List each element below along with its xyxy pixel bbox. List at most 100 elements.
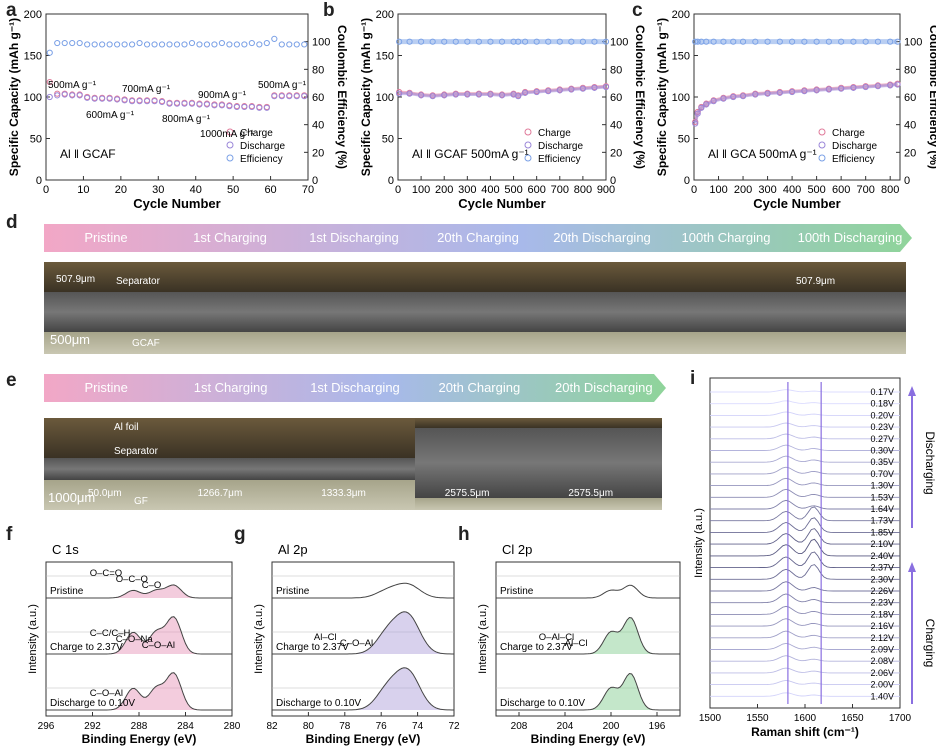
spectrum-line [46, 672, 232, 711]
x-tick-label: 600 [527, 184, 545, 196]
data-point-efficiency [226, 41, 233, 48]
panel-letter-i: i [690, 368, 696, 389]
x-axis-label: Binding Energy (eV) [306, 732, 421, 746]
y2-tick-label: 100 [610, 37, 628, 49]
peak-fill [496, 673, 680, 710]
raman-spectrum [710, 630, 900, 639]
thickness-label: 1266.7μm [197, 488, 243, 499]
y2-tick-label: 60 [610, 92, 622, 104]
data-point-discharge [188, 100, 196, 107]
data-point-discharge [151, 98, 158, 105]
peak-fill [272, 611, 454, 654]
data-point-efficiency [188, 39, 196, 47]
x-tick-label: 74 [412, 721, 424, 732]
y-axis-label: Specific Capacity (mAh g⁻¹) [359, 18, 373, 176]
data-point-efficiency [256, 41, 263, 48]
y-tick-label: 0 [388, 175, 394, 187]
data-point-efficiency [196, 41, 203, 48]
voltage-label: 0.20V [870, 410, 894, 420]
side-label-charging: Charging [923, 619, 936, 668]
raman-spectrum [710, 538, 900, 557]
data-point-discharge [166, 100, 173, 107]
x-tick-label: 700 [551, 184, 569, 196]
peak-label: O–Al–Cl [539, 632, 574, 643]
raman-spectrum [710, 422, 900, 428]
stage-label: 20th Discharging [555, 380, 653, 395]
y2-tick-label: 20 [312, 147, 324, 159]
y-tick-label: 150 [672, 51, 690, 63]
row-label: Pristine [276, 586, 310, 597]
stage-label: 20th Charging [438, 380, 521, 395]
y2-tick-label: 60 [312, 92, 324, 104]
raman-spectrum [710, 499, 900, 510]
raman-spectrum [710, 400, 900, 405]
y2-tick-label: 20 [610, 147, 622, 159]
peak-label: C–O–Al [340, 638, 373, 649]
x-tick-label: 900 [597, 184, 615, 196]
rate-label: 500mA g⁻¹ [258, 80, 307, 91]
voltage-label: 0.30V [870, 446, 894, 456]
data-point-discharge [248, 103, 255, 111]
row-label: Discharge to 0.10V [50, 698, 135, 709]
legend-label: Efficiency [538, 154, 581, 165]
x-tick-label: 1550 [746, 713, 769, 724]
stage-banner-e: Pristine 1st Charging 1st Discharging 20th … [44, 374, 666, 402]
y-tick-label: 150 [24, 51, 42, 63]
stage-label: 20th Discharging [553, 230, 651, 245]
x-tick-label: 700 [856, 184, 874, 196]
raman-spectrum [710, 389, 900, 393]
y-tick-label: 0 [684, 175, 690, 187]
x-tick-label: 1650 [841, 713, 864, 724]
data-point-efficiency [286, 41, 293, 48]
x-axis-label: Binding Energy (eV) [531, 732, 646, 746]
x-tick-label: 100 [412, 184, 430, 196]
x-tick-label: 500 [807, 184, 825, 196]
panel-letter-e: e [6, 370, 17, 391]
data-point-discharge [69, 92, 76, 99]
spectrum-line [272, 611, 454, 655]
x-axis-label: Cycle Number [458, 196, 545, 211]
x-tick-label: 30 [152, 184, 164, 196]
cell-label: Al ǁ GCAF [60, 147, 116, 161]
x-tick-label: 70 [302, 184, 314, 196]
peak-fill [496, 617, 680, 654]
stage-banner-d: Pristine 1st Charging 1st Discharging 20th … [44, 224, 912, 252]
data-point-efficiency [278, 41, 285, 48]
x-tick-label: 300 [458, 184, 476, 196]
peak-label: O–C–O [116, 574, 148, 585]
material-label-separator: Separator [116, 276, 160, 287]
micrograph-tile [290, 262, 415, 354]
x-tick-label: 288 [131, 721, 148, 732]
raman-spectrum [710, 528, 900, 545]
xps-frame [495, 561, 681, 717]
legend-marker [818, 128, 826, 136]
thickness-label: 507.9μm [796, 276, 836, 287]
raman-spectrum [710, 455, 900, 463]
data-point-discharge [226, 103, 233, 110]
panel-letter-b: b [323, 0, 335, 21]
y-tick-label: 100 [24, 92, 42, 104]
raman-spectrum [710, 466, 900, 475]
row-label: Pristine [50, 586, 84, 597]
y2-tick-label: 0 [610, 175, 616, 187]
voltage-label: 1.53V [870, 492, 894, 502]
panel-letter-g: g [234, 524, 246, 545]
data-point-discharge [76, 92, 83, 99]
data-point-efficiency [143, 41, 151, 48]
data-point-discharge [293, 93, 300, 100]
y2-axis-label: Coulombic Efficiency (%) [335, 25, 349, 169]
raman-spectrum [710, 692, 900, 697]
data-point-discharge [143, 98, 151, 105]
x-tick-label: 200 [435, 184, 453, 196]
data-point-discharge [136, 98, 143, 105]
x-tick-label: 20 [115, 184, 127, 196]
peak-label: C–O [142, 580, 162, 591]
material-label-al-foil: Al foil [114, 422, 139, 433]
x-tick-label: 0 [43, 184, 49, 196]
xps-title: Al 2p [278, 542, 308, 557]
side-label-discharging: Discharging [923, 431, 936, 494]
micrograph-tile [167, 262, 292, 354]
data-point-efficiency [106, 41, 113, 48]
data-point-discharge [61, 91, 68, 98]
raman-spectrum [710, 655, 900, 662]
